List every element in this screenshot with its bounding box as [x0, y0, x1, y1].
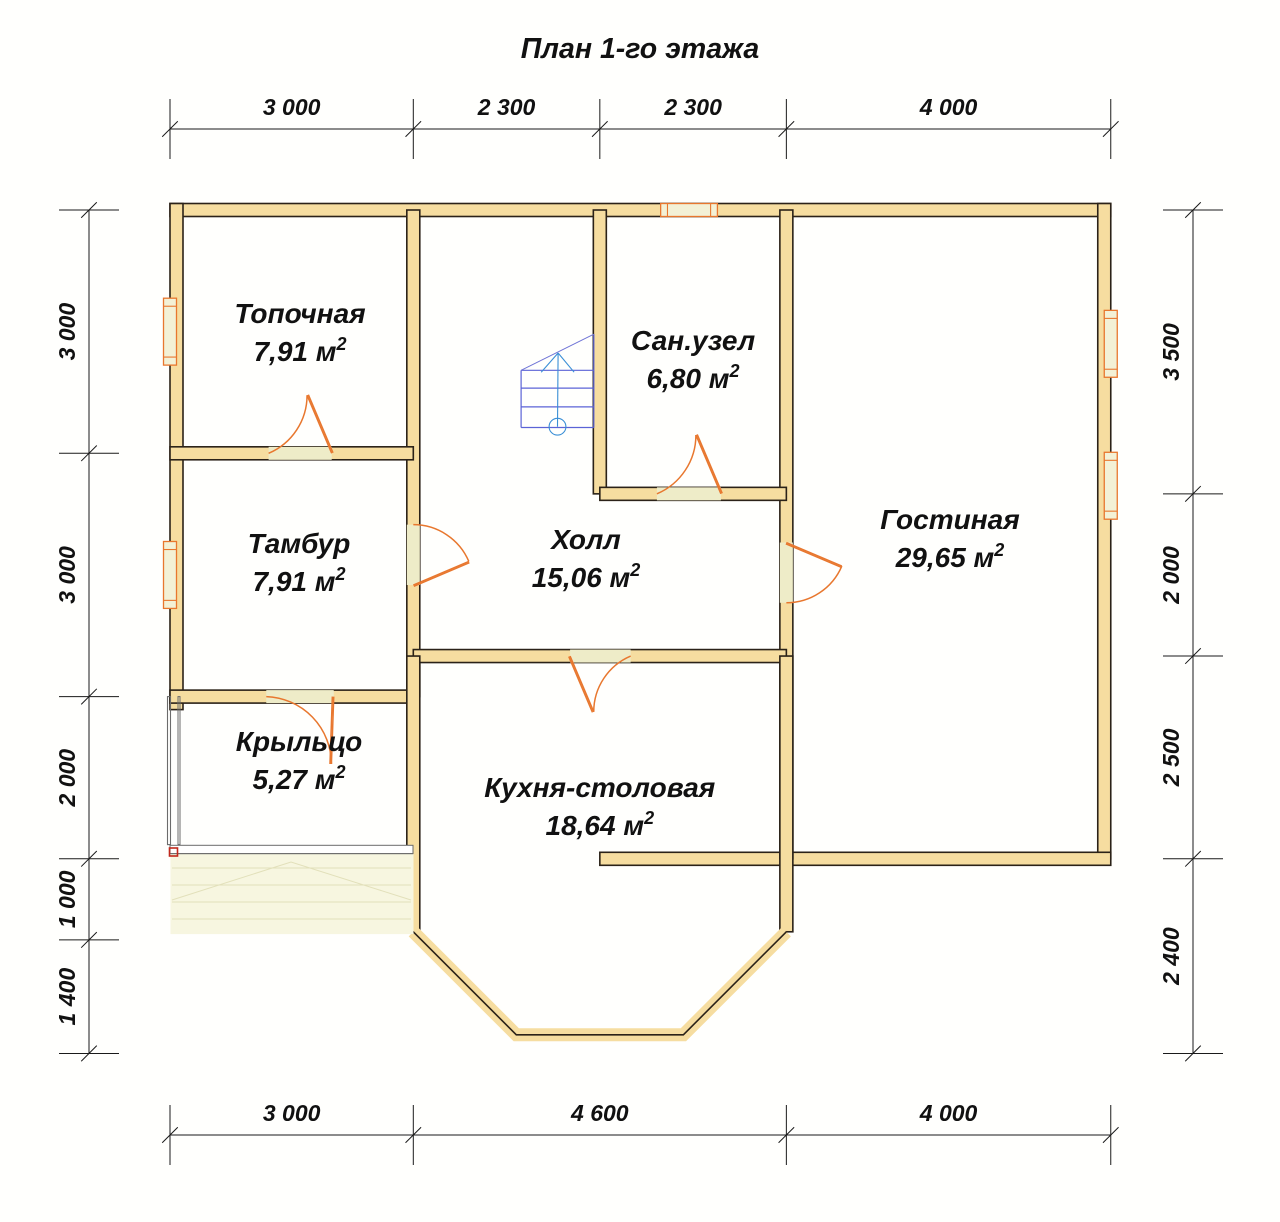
- svg-text:18,64 м2: 18,64 м2: [546, 808, 655, 841]
- svg-text:Гостиная: Гостиная: [880, 504, 1019, 535]
- svg-text:4 600: 4 600: [570, 1100, 629, 1126]
- svg-text:3 000: 3 000: [54, 546, 80, 604]
- svg-text:Крыльцо: Крыльцо: [236, 726, 362, 757]
- svg-text:3 500: 3 500: [1158, 323, 1184, 381]
- svg-text:5,27 м2: 5,27 м2: [252, 762, 345, 795]
- svg-text:Кухня-столовая: Кухня-столовая: [484, 772, 715, 803]
- svg-text:7,91 м2: 7,91 м2: [253, 334, 346, 367]
- svg-text:3 000: 3 000: [263, 1100, 321, 1126]
- svg-text:3 000: 3 000: [263, 94, 321, 120]
- svg-text:Топочная: Топочная: [234, 298, 365, 329]
- svg-text:4 000: 4 000: [919, 94, 978, 120]
- svg-text:2 000: 2 000: [54, 749, 80, 808]
- svg-text:7,91 м2: 7,91 м2: [252, 564, 345, 597]
- svg-text:2 300: 2 300: [477, 94, 536, 120]
- svg-text:3 000: 3 000: [54, 303, 80, 361]
- svg-text:2 000: 2 000: [1158, 546, 1184, 605]
- svg-text:Холл: Холл: [549, 524, 621, 555]
- svg-text:2 400: 2 400: [1158, 927, 1184, 986]
- svg-text:2 500: 2 500: [1158, 728, 1184, 787]
- svg-text:1 000: 1 000: [54, 870, 80, 928]
- svg-text:Тамбур: Тамбур: [248, 528, 351, 559]
- svg-text:Сан.узел: Сан.узел: [631, 325, 755, 356]
- svg-text:2 300: 2 300: [663, 94, 722, 120]
- svg-text:4 000: 4 000: [919, 1100, 978, 1126]
- svg-text:6,80 м2: 6,80 м2: [646, 361, 739, 394]
- svg-text:15,06 м2: 15,06 м2: [532, 560, 641, 593]
- svg-text:29,65 м2: 29,65 м2: [895, 540, 1005, 573]
- svg-text:1 400: 1 400: [54, 968, 80, 1026]
- svg-text:План 1-го этажа: План 1-го этажа: [521, 33, 760, 65]
